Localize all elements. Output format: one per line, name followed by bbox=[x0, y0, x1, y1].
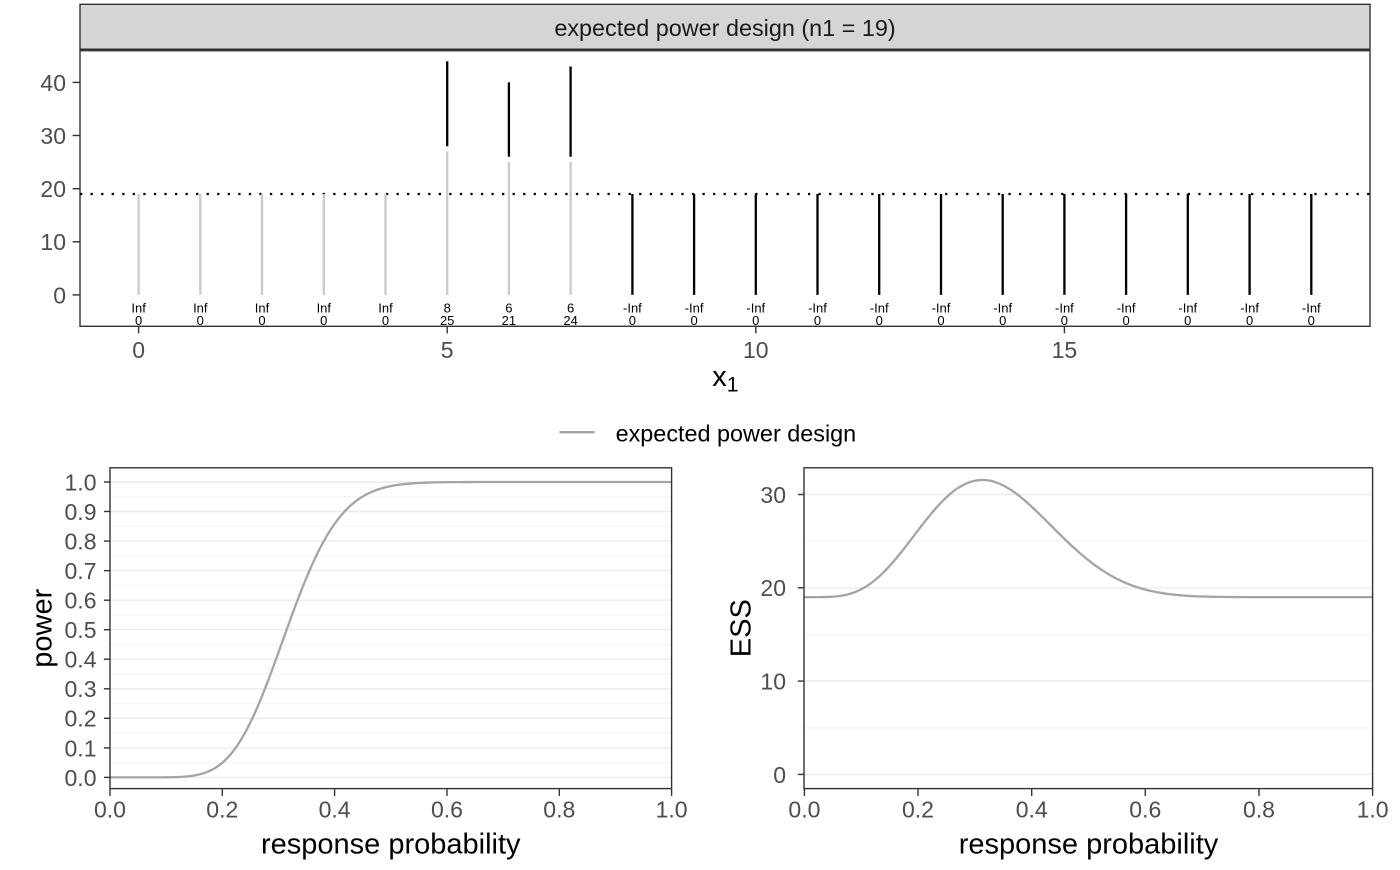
svg-text:24: 24 bbox=[563, 313, 577, 328]
svg-text:0.4: 0.4 bbox=[65, 647, 97, 673]
svg-text:30: 30 bbox=[40, 123, 66, 149]
svg-text:0: 0 bbox=[814, 313, 821, 328]
svg-text:0: 0 bbox=[135, 313, 142, 328]
svg-text:0: 0 bbox=[1061, 313, 1068, 328]
svg-text:0: 0 bbox=[752, 313, 759, 328]
svg-text:-Inf: -Inf bbox=[685, 301, 704, 316]
svg-text:0.6: 0.6 bbox=[1129, 797, 1161, 823]
svg-text:0: 0 bbox=[320, 313, 327, 328]
svg-text:expected power design: expected power design bbox=[616, 421, 857, 447]
svg-text:0: 0 bbox=[1184, 313, 1191, 328]
svg-text:0.0: 0.0 bbox=[788, 797, 820, 823]
svg-text:-Inf: -Inf bbox=[993, 301, 1012, 316]
svg-text:response probability: response probability bbox=[261, 829, 521, 861]
svg-text:0.5: 0.5 bbox=[65, 617, 97, 643]
svg-text:0: 0 bbox=[876, 313, 883, 328]
svg-text:20: 20 bbox=[40, 176, 66, 202]
svg-text:0: 0 bbox=[132, 337, 145, 363]
svg-text:21: 21 bbox=[502, 313, 516, 328]
svg-text:-Inf: -Inf bbox=[623, 301, 642, 316]
svg-text:0.0: 0.0 bbox=[65, 765, 97, 791]
svg-text:-Inf: -Inf bbox=[808, 301, 827, 316]
svg-text:6: 6 bbox=[567, 301, 574, 316]
svg-text:-Inf: -Inf bbox=[746, 301, 765, 316]
svg-text:0.2: 0.2 bbox=[65, 706, 97, 732]
svg-text:0: 0 bbox=[999, 313, 1006, 328]
svg-text:0.2: 0.2 bbox=[902, 797, 934, 823]
svg-text:0: 0 bbox=[382, 313, 389, 328]
svg-text:0.8: 0.8 bbox=[1243, 797, 1275, 823]
svg-text:1.0: 1.0 bbox=[65, 469, 97, 495]
svg-text:0: 0 bbox=[1308, 313, 1315, 328]
svg-text:10: 10 bbox=[40, 229, 66, 255]
svg-text:0: 0 bbox=[53, 282, 66, 308]
svg-text:0.7: 0.7 bbox=[65, 558, 97, 584]
svg-text:expected power design (n1 = 19: expected power design (n1 = 19) bbox=[554, 15, 895, 41]
svg-text:0: 0 bbox=[629, 313, 636, 328]
svg-text:0.4: 0.4 bbox=[319, 797, 351, 823]
svg-text:response probability: response probability bbox=[959, 829, 1219, 861]
svg-text:Inf: Inf bbox=[378, 301, 393, 316]
svg-text:-Inf: -Inf bbox=[1178, 301, 1197, 316]
svg-text:Inf: Inf bbox=[317, 301, 332, 316]
svg-text:25: 25 bbox=[440, 313, 454, 328]
svg-text:0: 0 bbox=[197, 313, 204, 328]
svg-text:0.4: 0.4 bbox=[1016, 797, 1048, 823]
svg-text:40: 40 bbox=[40, 70, 66, 96]
svg-text:30: 30 bbox=[760, 482, 786, 508]
svg-text:-Inf: -Inf bbox=[1240, 301, 1259, 316]
svg-text:0.6: 0.6 bbox=[431, 797, 463, 823]
svg-text:0.0: 0.0 bbox=[94, 797, 126, 823]
svg-text:0.9: 0.9 bbox=[65, 499, 97, 525]
svg-text:0: 0 bbox=[1246, 313, 1253, 328]
svg-text:10: 10 bbox=[760, 669, 786, 695]
svg-text:-Inf: -Inf bbox=[1117, 301, 1136, 316]
svg-text:0: 0 bbox=[690, 313, 697, 328]
svg-text:-Inf: -Inf bbox=[1302, 301, 1321, 316]
svg-text:20: 20 bbox=[760, 575, 786, 601]
svg-text:0.2: 0.2 bbox=[206, 797, 238, 823]
svg-text:Inf: Inf bbox=[131, 301, 146, 316]
svg-text:Inf: Inf bbox=[193, 301, 208, 316]
svg-text:0.6: 0.6 bbox=[65, 588, 97, 614]
svg-text:-Inf: -Inf bbox=[1055, 301, 1074, 316]
svg-text:10: 10 bbox=[743, 337, 769, 363]
svg-text:6: 6 bbox=[505, 301, 512, 316]
svg-text:power: power bbox=[27, 588, 59, 667]
svg-text:0.8: 0.8 bbox=[543, 797, 575, 823]
svg-text:1.0: 1.0 bbox=[656, 797, 688, 823]
svg-text:8: 8 bbox=[444, 301, 451, 316]
svg-text:-Inf: -Inf bbox=[870, 301, 889, 316]
svg-text:0.8: 0.8 bbox=[65, 529, 97, 555]
svg-text:0.1: 0.1 bbox=[65, 735, 97, 761]
svg-text:0: 0 bbox=[1122, 313, 1129, 328]
svg-text:1.0: 1.0 bbox=[1357, 797, 1389, 823]
svg-text:0: 0 bbox=[937, 313, 944, 328]
svg-text:0.3: 0.3 bbox=[65, 676, 97, 702]
svg-text:Inf: Inf bbox=[255, 301, 270, 316]
svg-text:-Inf: -Inf bbox=[932, 301, 951, 316]
svg-text:0: 0 bbox=[258, 313, 265, 328]
svg-text:0: 0 bbox=[773, 762, 786, 788]
svg-text:15: 15 bbox=[1052, 337, 1078, 363]
svg-text:ESS: ESS bbox=[726, 599, 758, 657]
svg-text:5: 5 bbox=[441, 337, 454, 363]
